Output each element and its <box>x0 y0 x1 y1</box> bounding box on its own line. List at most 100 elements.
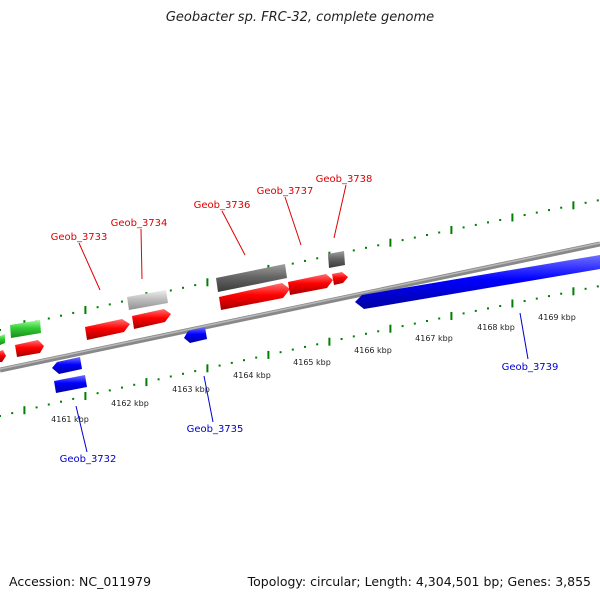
gene-red-3736[interactable] <box>219 283 290 310</box>
connector-3737 <box>284 196 302 246</box>
inner-tick <box>255 356 258 359</box>
inner-tick <box>194 370 197 373</box>
outer-tick <box>450 226 453 234</box>
gene-green-rna[interactable] <box>10 320 41 338</box>
gene-blue-3739[interactable] <box>355 255 600 309</box>
inner-tick <box>60 400 62 403</box>
outer-tick <box>182 286 184 289</box>
inner-tick <box>279 351 282 354</box>
inner-tick <box>145 378 148 387</box>
inner-tick <box>0 415 1 417</box>
inner-tick <box>572 287 575 296</box>
gene-label-3738[interactable]: Geob_3738 <box>316 174 373 185</box>
gene-red-3738[interactable] <box>332 272 348 285</box>
gene-label-3736[interactable]: Geob_3736 <box>194 200 251 211</box>
outer-tick <box>194 284 197 287</box>
accession-text: Accession: NC_011979 <box>9 574 152 589</box>
gene-label-3739[interactable]: Geob_3739 <box>502 362 559 373</box>
inner-tick <box>560 292 563 295</box>
outer-tick <box>169 289 172 292</box>
gene-red-left-edge[interactable] <box>0 350 6 362</box>
gene-label-3734[interactable]: Geob_3734 <box>111 218 168 229</box>
gene-label-3735[interactable]: Geob_3735 <box>187 424 244 435</box>
map-title: Geobacter sp. FRC-32, complete genome <box>165 10 435 25</box>
gene-red-3737[interactable] <box>288 274 333 295</box>
outer-tick <box>84 306 87 314</box>
inner-tick <box>487 307 489 310</box>
gene-green-rna-left[interactable] <box>0 334 5 345</box>
outer-tick <box>365 246 367 249</box>
gene-pseudo-3734[interactable] <box>127 290 168 310</box>
gene-pseudo-3738[interactable] <box>328 251 345 268</box>
outer-tick <box>499 219 502 221</box>
gene-red-3734[interactable] <box>132 309 171 329</box>
outer-tick <box>389 238 392 247</box>
outer-tick <box>462 226 465 229</box>
gene-blue-3732-bottom[interactable] <box>54 375 87 393</box>
inner-tick <box>426 320 428 322</box>
outer-tick <box>474 223 477 226</box>
inner-tick <box>462 312 465 315</box>
gene-blue-3735[interactable] <box>184 327 207 343</box>
outer-tick <box>413 236 416 239</box>
kbp-label-4161: 4161 kbp <box>51 415 89 424</box>
genome-summary-text: Topology: circular; Length: 4,304,501 bp… <box>247 574 591 589</box>
inner-tick <box>584 287 587 290</box>
outer-tick <box>304 259 306 262</box>
inner-tick <box>230 361 233 364</box>
gene-blue-3732-top[interactable] <box>52 357 82 374</box>
inner-tick <box>121 386 123 389</box>
inner-tick <box>108 389 111 392</box>
inner-tick <box>23 406 26 415</box>
outer-tick <box>487 221 489 224</box>
outer-tick <box>96 306 99 309</box>
connector-3735 <box>203 375 214 423</box>
inner-tick <box>474 309 477 312</box>
gene-red-3733[interactable] <box>85 319 130 340</box>
inner-tick <box>304 345 306 348</box>
genome-backbone-highlight <box>0 242 600 370</box>
inner-tick-track <box>0 285 599 417</box>
outer-tick <box>121 300 123 303</box>
outer-tick <box>596 199 599 202</box>
kbp-label-4162: 4162 kbp <box>111 399 149 408</box>
connector-3734 <box>140 228 143 280</box>
inner-tick <box>169 375 172 378</box>
connector-3739 <box>519 312 529 360</box>
connector-3738 <box>333 184 347 239</box>
inner-tick <box>438 317 441 320</box>
outer-tick <box>572 201 575 210</box>
gene-label-3732[interactable]: Geob_3732 <box>60 454 117 465</box>
gene-red-small[interactable] <box>15 340 44 357</box>
outer-tick <box>72 311 75 314</box>
inner-tick <box>340 338 343 340</box>
outer-tick <box>47 317 50 320</box>
inner-tick <box>596 285 599 288</box>
kbp-label-4166: 4166 kbp <box>354 346 392 355</box>
inner-tick <box>548 295 550 298</box>
inner-tick <box>218 364 221 367</box>
inner-tick <box>243 359 245 362</box>
inner-tick <box>535 297 538 300</box>
outer-tick <box>291 262 294 265</box>
outer-tick <box>0 329 1 331</box>
outer-tick <box>584 201 587 204</box>
inner-tick <box>377 330 380 333</box>
gene-label-3733[interactable]: Geob_3733 <box>51 232 108 243</box>
inner-tick <box>11 412 14 415</box>
inner-tick <box>133 383 136 386</box>
outer-tick <box>377 244 380 247</box>
outer-tick <box>523 214 526 216</box>
inner-tick <box>267 350 270 359</box>
inner-tick <box>352 335 355 338</box>
inner-tick <box>450 312 453 320</box>
kbp-label-4168: 4168 kbp <box>477 323 515 332</box>
inner-tick <box>291 348 294 351</box>
outer-tick <box>352 249 355 252</box>
gene-label-3737[interactable]: Geob_3737 <box>257 186 314 197</box>
inner-tick <box>401 325 404 328</box>
connector-3732 <box>75 405 88 453</box>
gene-pseudo-3736[interactable] <box>216 264 287 292</box>
inner-tick <box>35 406 38 409</box>
